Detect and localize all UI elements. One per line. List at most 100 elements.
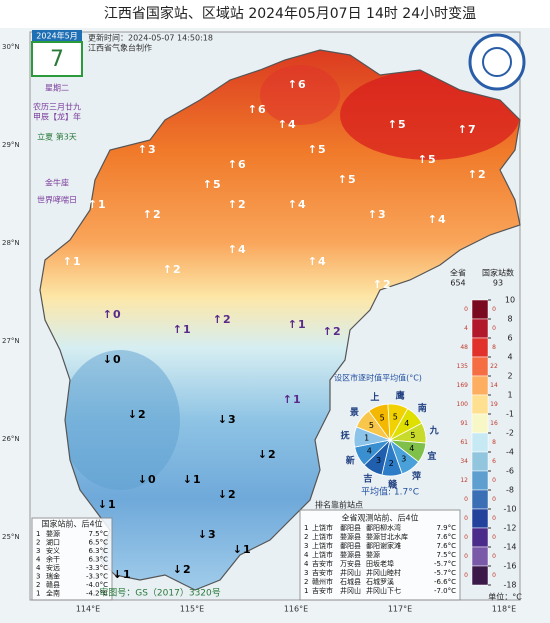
province-count: 0 <box>464 515 468 522</box>
station-value: 5 <box>318 143 326 156</box>
province-table-cell: 石城县 <box>340 578 361 586</box>
province-table-cell: 2 <box>304 533 308 541</box>
lat-label: 30°N <box>2 43 20 51</box>
legend-cell <box>471 299 489 320</box>
province-table-note: 排名靠前站点 <box>315 500 363 510</box>
province-count: 0 <box>464 534 468 541</box>
province-table-cell: 吉安市 <box>312 559 333 568</box>
national-count: 0 <box>492 515 496 522</box>
lon-label: 117°E <box>388 605 412 614</box>
station-arrow: ↓ <box>218 488 227 501</box>
calendar-day: 7 <box>50 47 64 72</box>
province-table-cell: 7.9°C <box>436 524 456 532</box>
calendar-box <box>31 41 83 77</box>
national-table-cell: -4.2°C <box>86 590 108 598</box>
province-table-cell: 上饶市 <box>312 541 333 550</box>
national-count: 0 <box>492 325 496 332</box>
lat-label: 26°N <box>2 435 20 443</box>
legend-national-total: 93 <box>493 279 503 288</box>
station-arrow: ↓ <box>233 543 242 556</box>
national-count: 0 <box>492 534 496 541</box>
province-table-cell: 1 <box>304 587 308 595</box>
calendar-head <box>32 30 82 42</box>
station-arrow: ↑ <box>308 143 317 156</box>
province-table-cell: 吉安市 <box>312 586 333 595</box>
pie-average: 平均值: 1.7°C <box>361 486 419 498</box>
province-table-cell: 赣州市 <box>312 577 333 586</box>
lat-label: 28°N <box>2 239 20 247</box>
province-count: 0 <box>464 572 468 579</box>
legend-tick-label: 6 <box>507 334 512 343</box>
pie-name: 抚 <box>341 430 350 442</box>
station-arrow: ↓ <box>173 563 182 576</box>
station-value: 3 <box>148 143 156 156</box>
lat-label: 27°N <box>2 337 20 345</box>
station-arrow: ↑ <box>288 198 297 211</box>
footer: 审图号：GS（2017）3320号 <box>99 587 221 599</box>
province-table-cell: 井冈山 <box>340 568 361 577</box>
logo-inner <box>482 47 512 77</box>
station-arrow: ↑ <box>228 198 237 211</box>
legend-tick-label: -4 <box>506 448 514 457</box>
province-table-cell: 石城罗溪 <box>366 577 394 586</box>
national-table-cell: -3.3°C <box>86 573 108 581</box>
station-arrow: ↑ <box>418 153 427 166</box>
province-table-cell: 上饶市 <box>312 550 333 559</box>
legend-cell <box>471 546 489 567</box>
province-table-cell: 7.6°C <box>436 533 456 541</box>
station-value: 0 <box>148 473 156 486</box>
legend-tick-label: -10 <box>503 505 516 514</box>
national-table-cell: 4 <box>36 564 41 572</box>
legend-tick-label: -18 <box>503 581 516 590</box>
province-table-cell: 鄱阳柳水湾 <box>366 523 401 532</box>
province-table-cell: 鄱阳谢家滩 <box>366 541 401 550</box>
province-table-cell: 7.6°C <box>436 542 456 550</box>
station-value: 1 <box>98 198 106 211</box>
station-arrow: ↑ <box>373 278 382 291</box>
station-arrow: ↑ <box>288 78 297 91</box>
station-value: 2 <box>333 325 341 338</box>
station-value: 2 <box>183 563 191 576</box>
national-table-cell: 2 <box>36 539 40 547</box>
national-count: 16 <box>490 420 498 427</box>
pie-name: 赣 <box>388 478 398 490</box>
station-arrow: ↑ <box>283 393 292 406</box>
station-value: 4 <box>298 198 306 211</box>
province-count: 48 <box>460 344 468 351</box>
legend-cell <box>471 375 489 396</box>
station-value: 4 <box>318 255 326 268</box>
province-count: 100 <box>457 401 469 408</box>
station-arrow: ↑ <box>368 208 377 221</box>
station-value: 2 <box>268 448 276 461</box>
province-count: 169 <box>457 382 469 389</box>
province-table-cell: 井冈山 <box>340 586 361 595</box>
pie-value: 3 <box>376 456 381 465</box>
national-table-cell: 瑞金 <box>46 572 60 581</box>
national-count: 8 <box>492 439 496 446</box>
lunar: 农历三月廿九 <box>33 102 81 112</box>
station-value: 2 <box>478 168 486 181</box>
province-table-cell: 吉安市 <box>312 568 333 577</box>
province-count: 135 <box>457 363 469 370</box>
pie-value: 4 <box>367 446 372 455</box>
station-value: 2 <box>223 313 231 326</box>
province-table-cell: 2 <box>304 578 308 586</box>
pie-value: 1 <box>364 434 369 443</box>
province-table-cell: 婺源县 <box>340 532 361 541</box>
station-value: 5 <box>428 153 436 166</box>
pie-value: 5 <box>393 413 398 422</box>
station-arrow: ↓ <box>113 568 122 581</box>
legend-tick-label: 8 <box>507 315 512 324</box>
province-table-cell: 3 <box>304 569 308 577</box>
station-value: 4 <box>288 118 296 131</box>
update-time: 更新时间：2024-05-07 14:50:18 <box>88 33 213 43</box>
pie-value: 4 <box>404 419 409 428</box>
province-table-cell: 井冈山睦村 <box>366 568 401 577</box>
station-arrow: ↑ <box>213 313 222 326</box>
station-value: 4 <box>438 213 446 226</box>
legend-tick-label: -12 <box>503 524 516 533</box>
province-count: 0 <box>464 306 468 313</box>
station-value: 2 <box>238 198 246 211</box>
province-count: 91 <box>460 420 468 427</box>
calendar-month: 2024年5月 <box>36 31 77 41</box>
